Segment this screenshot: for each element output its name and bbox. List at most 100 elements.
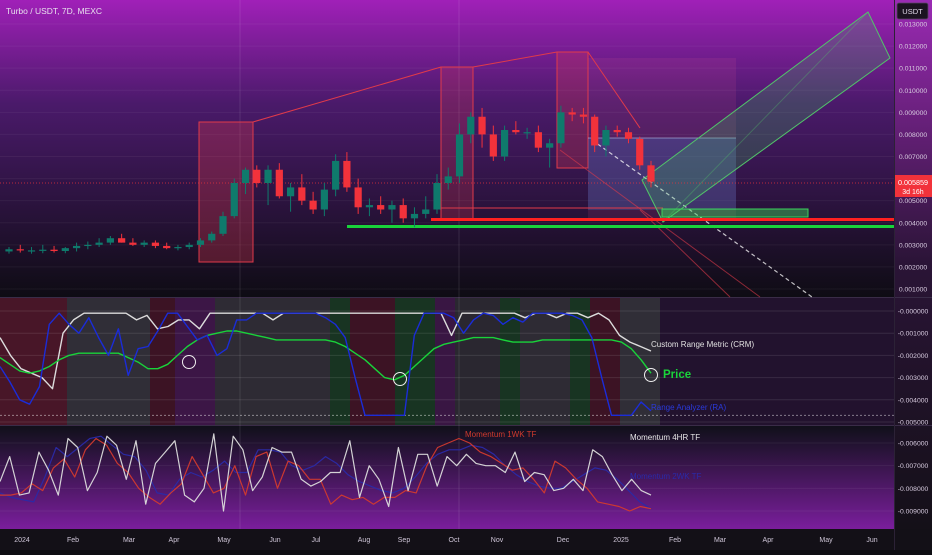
symbol-label[interactable]: Turbo / USDT, 7D, MEXC	[6, 6, 102, 16]
candle-body[interactable]	[354, 187, 362, 208]
indicator1-axis[interactable]: -0.000000 -0.001000 -0.002000 -0.003000 -0.0…	[898, 309, 929, 427]
trendline-2[interactable]	[472, 51, 558, 68]
candle-body[interactable]	[95, 242, 103, 245]
candle-body[interactable]	[264, 169, 272, 183]
candle-body[interactable]	[163, 245, 171, 249]
candle-body[interactable]	[489, 134, 497, 157]
candle-body[interactable]	[512, 130, 520, 133]
trendline-5[interactable]	[639, 209, 731, 298]
indicator2-axis[interactable]: -0.006000 -0.007000 -0.008000 -0.009000	[898, 441, 929, 516]
series-line-range-analyzer-ra[interactable]	[0, 312, 652, 416]
indicator1-lines	[0, 312, 652, 416]
candle-body[interactable]	[298, 187, 306, 201]
candle-body[interactable]	[16, 249, 24, 251]
candle-body[interactable]	[230, 183, 238, 217]
candle-body[interactable]	[219, 216, 227, 234]
indicator1-band	[330, 298, 350, 425]
candle-body[interactable]	[557, 112, 565, 144]
candle-body[interactable]	[286, 187, 295, 197]
candle-body[interactable]	[106, 238, 114, 243]
candle-body[interactable]	[253, 169, 261, 183]
indicator1-band	[500, 298, 520, 425]
candle-body[interactable]	[579, 114, 588, 117]
currency-button[interactable]	[896, 2, 929, 20]
candle-body[interactable]	[129, 242, 137, 245]
candle-body[interactable]	[444, 176, 452, 183]
candle-body[interactable]	[613, 130, 621, 133]
candle-body[interactable]	[523, 132, 531, 134]
currency-button-label: USDT	[902, 7, 923, 16]
series-line-price[interactable]	[0, 330, 652, 381]
resistance-line[interactable]	[431, 218, 894, 221]
candle-body[interactable]	[61, 248, 69, 252]
candle-body[interactable]	[546, 143, 554, 148]
trendline-1[interactable]	[252, 66, 442, 123]
candle-body[interactable]	[467, 116, 475, 135]
time-tick-label: Aug	[358, 537, 371, 544]
candle-body[interactable]	[410, 213, 419, 219]
candle-body[interactable]	[118, 238, 126, 243]
candle-body[interactable]	[140, 242, 148, 245]
candle-body[interactable]	[309, 200, 317, 210]
candle-body[interactable]	[568, 112, 576, 115]
candle-body[interactable]	[332, 160, 340, 190]
candle-body[interactable]	[84, 244, 92, 247]
candle-body[interactable]	[478, 116, 486, 135]
candle-body[interactable]	[636, 138, 644, 166]
candle-body[interactable]	[388, 205, 396, 210]
series-line-momentum-4hr-tf[interactable]	[0, 433, 652, 512]
candle-body[interactable]	[377, 205, 385, 210]
green-channel[interactable]	[641, 11, 891, 223]
candle-body[interactable]	[275, 169, 283, 197]
range-box-may[interactable]	[198, 121, 254, 263]
indicator1-band	[215, 298, 330, 425]
candle-body[interactable]	[591, 116, 599, 146]
candle-body[interactable]	[174, 247, 182, 249]
time-tick-label: Jun	[866, 537, 877, 544]
trendline-4[interactable]	[559, 149, 761, 298]
candle-body[interactable]	[365, 205, 374, 208]
price-label: Price	[663, 369, 691, 381]
candle-body[interactable]	[455, 134, 464, 177]
time-tick-label: Nov	[491, 537, 504, 544]
time-tick-label: Mar	[714, 537, 727, 544]
candle-body[interactable]	[343, 160, 351, 188]
candle-body[interactable]	[39, 249, 47, 251]
time-tick-label: Dec	[557, 537, 570, 544]
candle-body[interactable]	[241, 169, 250, 183]
price-axis[interactable]: 0.013000 0.012000 0.011000 0.010000 0.009000…	[899, 22, 928, 294]
candle-body[interactable]	[624, 132, 633, 139]
price-tick-label: 0.011000	[899, 66, 927, 73]
candle-body[interactable]	[72, 245, 81, 249]
candle-body[interactable]	[151, 242, 160, 246]
highlight-circle-3[interactable]	[644, 368, 658, 382]
series-line-momentum-2wk-tf[interactable]	[0, 435, 652, 510]
highlight-circle-2[interactable]	[393, 372, 407, 386]
candle-body[interactable]	[500, 130, 509, 157]
highlight-circle-1[interactable]	[182, 355, 196, 369]
momentum-2wk-label: Momentum 2WK TF	[630, 472, 702, 481]
indicator1-band	[590, 298, 620, 425]
candle-body[interactable]	[399, 205, 407, 219]
candle-body[interactable]	[208, 233, 216, 241]
candle-body[interactable]	[185, 244, 193, 248]
candle-body[interactable]	[534, 132, 542, 148]
candle-body[interactable]	[196, 240, 205, 245]
candle-body[interactable]	[422, 209, 430, 214]
candle-body[interactable]	[5, 249, 13, 252]
trendline-3[interactable]	[587, 51, 641, 129]
candle-body[interactable]	[27, 250, 36, 252]
series-line-momentum-1wk-tf[interactable]	[0, 437, 652, 512]
target-zone-box[interactable]	[588, 138, 736, 210]
candle-body[interactable]	[647, 165, 655, 182]
candle-body[interactable]	[320, 189, 328, 210]
candle-body[interactable]	[433, 183, 441, 210]
support-line[interactable]	[347, 225, 894, 228]
time-axis[interactable]: 2024 Feb Mar Apr May Jun Jul Aug Sep Oct Nov Dec 202…	[14, 537, 878, 544]
candle-body[interactable]	[50, 249, 58, 252]
green-target-box[interactable]	[661, 208, 809, 218]
time-axis-bg	[0, 529, 932, 550]
candle-body[interactable]	[602, 130, 610, 146]
